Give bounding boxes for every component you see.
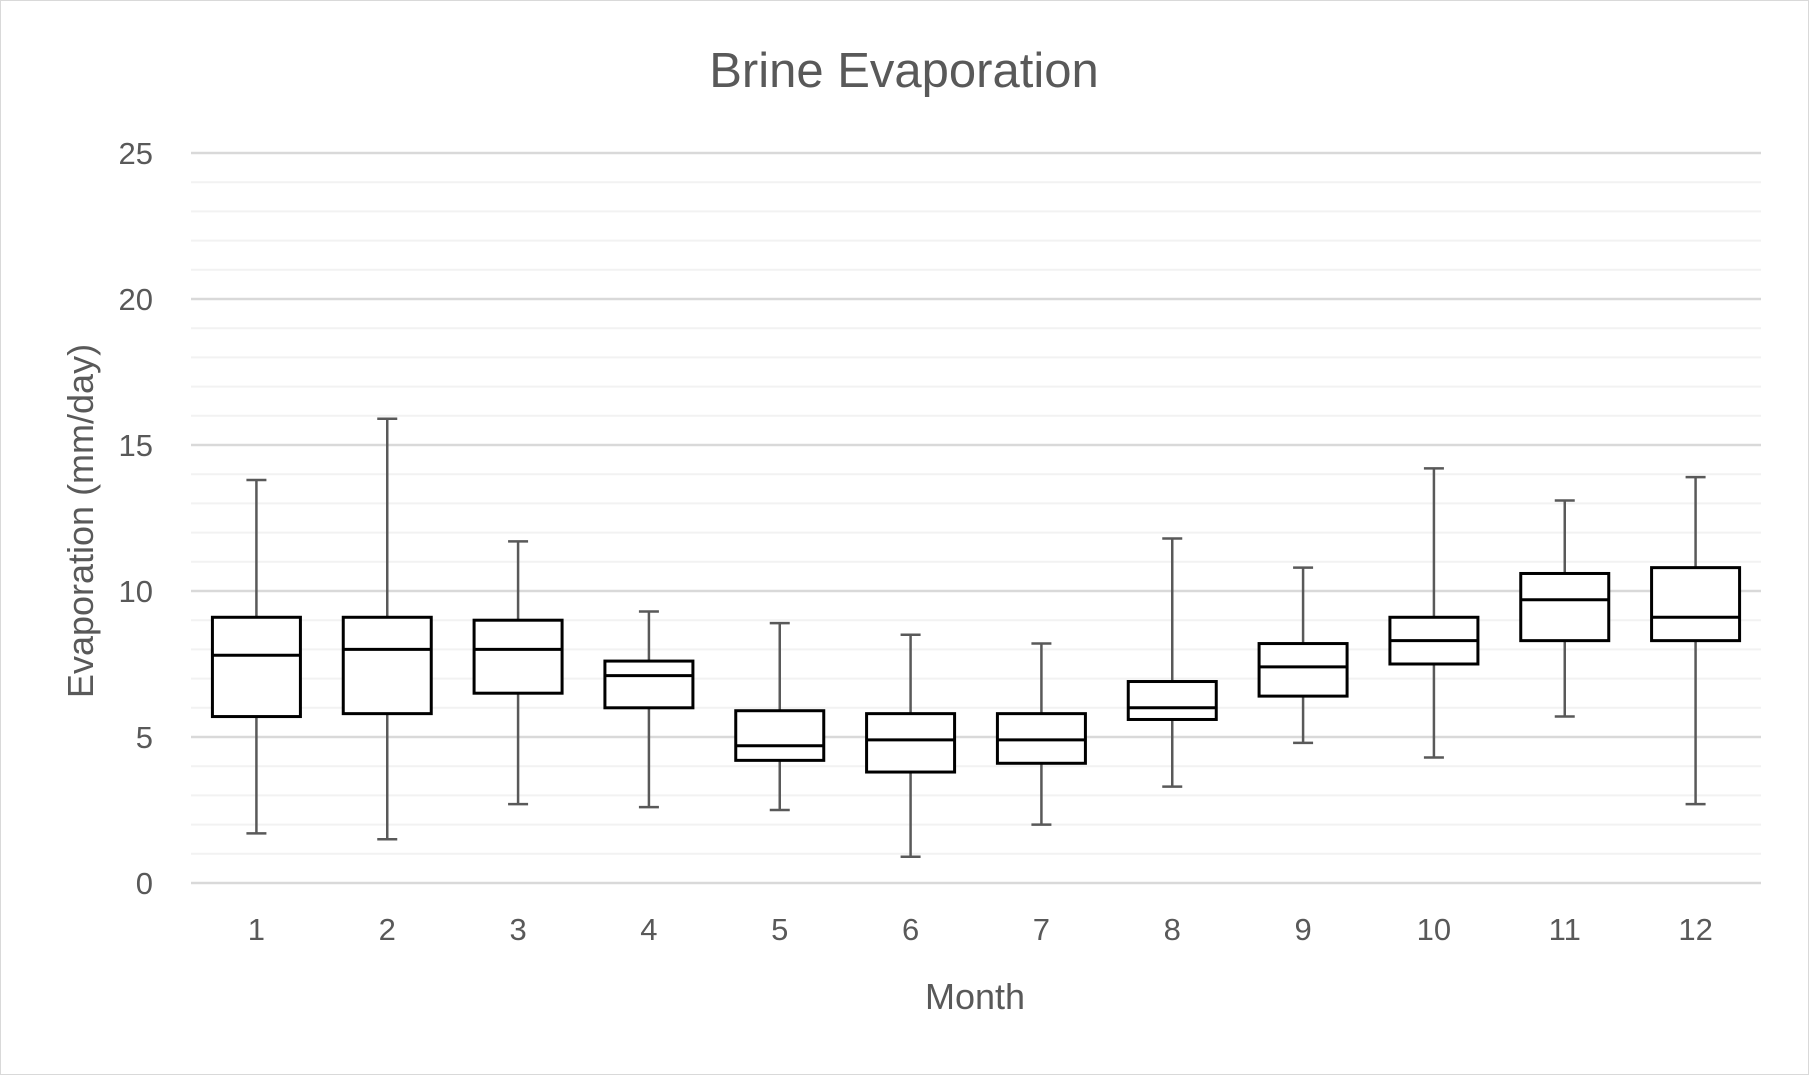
box-month-2	[341, 417, 433, 841]
iqr-box	[1126, 680, 1218, 721]
box-month-3	[472, 540, 564, 806]
x-tick-label: 4	[640, 912, 657, 947]
x-tick-label: 2	[379, 912, 396, 947]
y-tick-label: 20	[119, 282, 153, 317]
iqr-box	[865, 712, 957, 774]
iqr-box	[1519, 571, 1611, 643]
box-month-11	[1519, 499, 1611, 718]
iqr-box	[734, 709, 826, 762]
iqr-box	[1650, 566, 1742, 643]
x-axis-ticks: 1 2 3 4 5 6 7 8 9 10 11 12	[248, 912, 1713, 947]
box-month-12	[1650, 475, 1742, 806]
x-tick-label: 7	[1033, 912, 1050, 947]
box-month-1	[210, 478, 302, 835]
y-axis-ticks: 0 5 10 15 20 25	[119, 136, 153, 901]
box-month-6	[865, 633, 957, 858]
box-month-9	[1257, 566, 1349, 745]
x-tick-label: 6	[902, 912, 919, 947]
x-axis-title: Month	[925, 976, 1025, 1017]
y-tick-label: 5	[136, 720, 153, 755]
iqr-box	[210, 615, 302, 719]
box-month-5	[734, 621, 826, 812]
y-tick-label: 10	[119, 574, 153, 609]
x-tick-label: 12	[1678, 912, 1712, 947]
x-tick-label: 10	[1417, 912, 1451, 947]
y-axis-title: Evaporation (mm/day)	[60, 344, 101, 698]
box-month-4	[603, 610, 695, 809]
grid-lines	[191, 151, 1761, 885]
box-month-10	[1388, 467, 1480, 759]
iqr-box	[1257, 642, 1349, 698]
iqr-box	[603, 659, 695, 710]
x-tick-label: 9	[1294, 912, 1311, 947]
chart-title: Brine Evaporation	[709, 44, 1099, 98]
y-tick-label: 15	[119, 428, 153, 463]
x-tick-label: 8	[1164, 912, 1181, 947]
y-tick-label: 0	[136, 866, 153, 901]
plot-area	[210, 417, 1742, 858]
x-tick-label: 1	[248, 912, 265, 947]
iqr-box	[472, 618, 564, 695]
box-month-7	[995, 642, 1087, 826]
x-tick-label: 5	[771, 912, 788, 947]
box-month-8	[1126, 537, 1218, 788]
x-tick-label: 11	[1549, 912, 1581, 947]
iqr-box	[341, 615, 433, 716]
y-tick-label: 25	[119, 136, 153, 171]
x-tick-label: 3	[509, 912, 526, 947]
